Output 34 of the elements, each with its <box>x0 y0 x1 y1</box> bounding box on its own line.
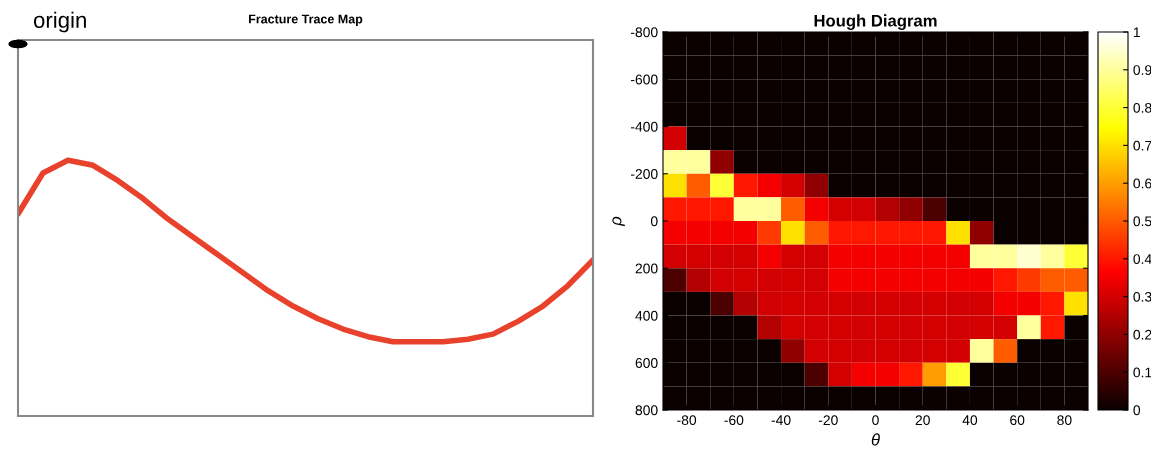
text: origin <box>33 11 86 33</box>
y-tick-label: 600 <box>635 358 658 368</box>
color-bar-label: 0.5 <box>1133 216 1151 227</box>
y-axis-title: ρ <box>612 216 625 227</box>
y-tick-label: -200 <box>630 169 658 179</box>
color-bar-label: 0.2 <box>1133 329 1151 340</box>
x-tick-label: -40 <box>771 415 791 426</box>
chart-title: Hough Diagram <box>814 14 937 30</box>
y-tick-label: 400 <box>635 310 658 321</box>
color-bar-label: 0.7 <box>1133 140 1151 151</box>
x-tick-label: -60 <box>724 415 744 426</box>
x-tick-label: 0 <box>872 415 879 426</box>
x-tick-label: -80 <box>677 415 697 426</box>
y-tick-label: 800 <box>635 405 658 416</box>
y-tick-label: -400 <box>630 121 658 132</box>
color-bar-label: 0.3 <box>1133 291 1151 302</box>
chart-title: Fracture Trace Map <box>249 14 363 26</box>
x-tick-label: 20 <box>915 415 930 426</box>
color-bar-label: 0.4 <box>1133 254 1151 264</box>
x-tick-label: 80 <box>1057 415 1072 426</box>
x-tick-label: 60 <box>1010 415 1025 426</box>
color-bar-label: 0 <box>1133 405 1141 416</box>
y-tick-label: 200 <box>635 263 658 274</box>
x-tick-label: -20 <box>818 415 838 426</box>
color-bar-label: 0.6 <box>1133 178 1151 189</box>
y-tick-label: 0 <box>650 216 658 227</box>
y-tick-label: -800 <box>630 27 658 38</box>
x-tick-label: 40 <box>962 415 978 426</box>
color-bar-label: 0.9 <box>1133 65 1151 75</box>
color-bar-label: 1 <box>1133 27 1140 38</box>
y-tick-label: -600 <box>630 74 658 85</box>
color-bar-label: 0.8 <box>1133 102 1151 113</box>
x-axis-title: θ <box>871 433 880 446</box>
color-bar-label: 0.1 <box>1133 367 1151 378</box>
